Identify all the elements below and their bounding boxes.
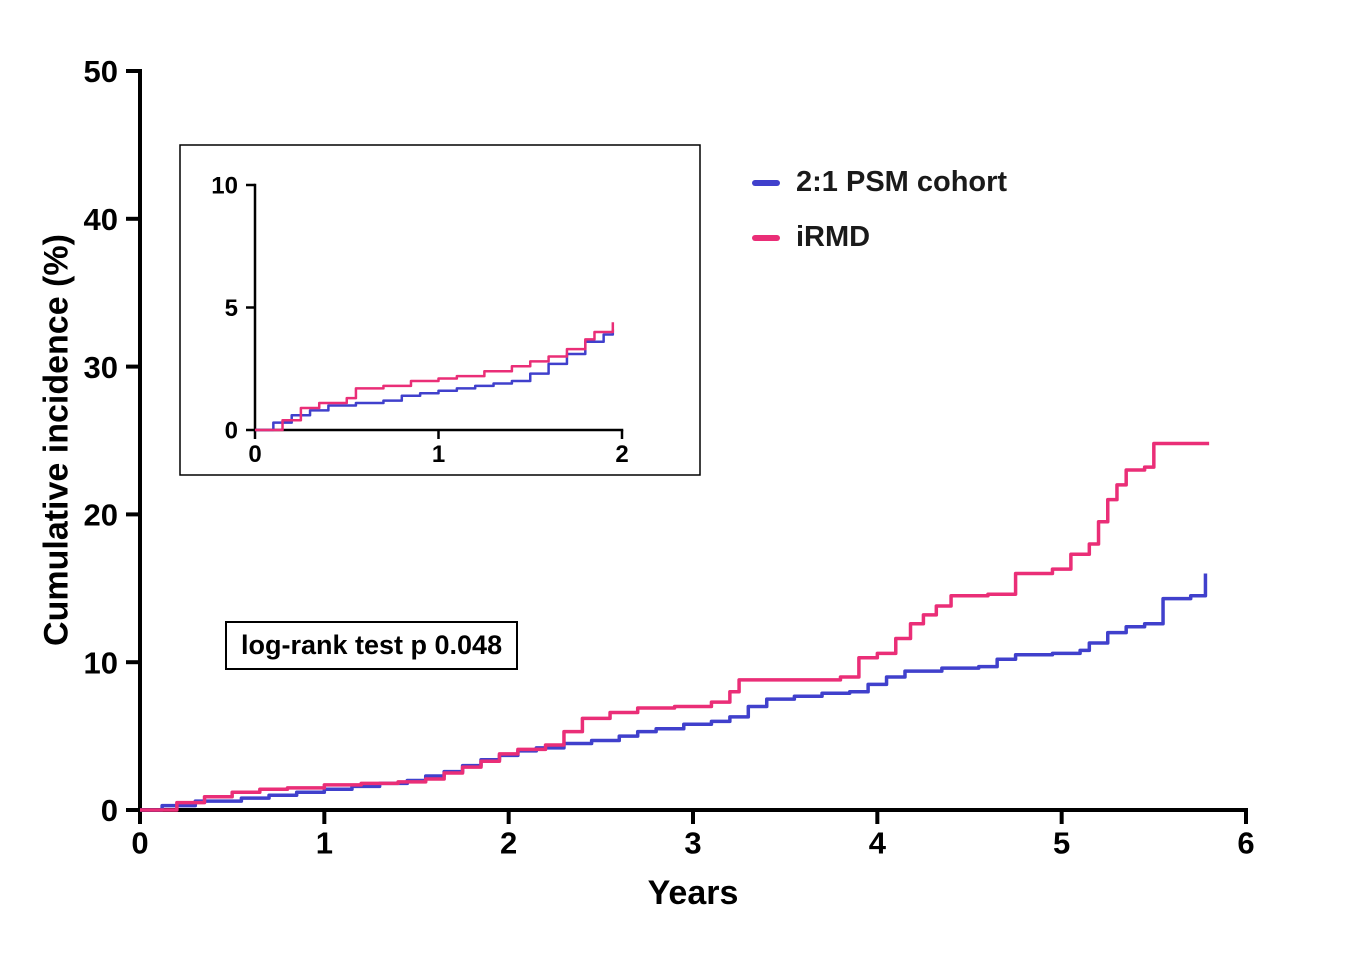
inset-y-tick-label: 0: [225, 418, 238, 445]
x-axis-title: Years: [647, 874, 739, 912]
main-axes: [138, 69, 1248, 812]
series-irmd-line: [140, 441, 1210, 812]
inset-series-irmd-line: [255, 322, 615, 432]
main-x-tick-label: 5: [1053, 825, 1070, 860]
y-axis-title: Cumulative incidence (%): [37, 234, 76, 646]
main-y-tick-label: 0: [101, 793, 118, 828]
inset-x-tick-label: 2: [615, 441, 628, 468]
main-y-tick-label: 20: [84, 498, 118, 533]
main-x-tick-label: 3: [684, 825, 701, 860]
irmd-line-swatch-icon: [752, 234, 780, 241]
inset-y-tick-label: 5: [225, 295, 238, 322]
legend-item-irmd: iRMD: [752, 221, 1007, 254]
inset-x-tick-label: 0: [248, 441, 261, 468]
main-x-tick-label: 6: [1237, 825, 1254, 860]
legend-label-irmd: iRMD: [796, 221, 871, 253]
main-x-tick-label: 4: [869, 825, 887, 860]
inset-x-tick-label: 1: [432, 441, 445, 468]
main-y-tick-label: 30: [84, 350, 118, 385]
psm-line-swatch-icon: [752, 179, 780, 186]
log-rank-annotation-box: log-rank test p 0.048: [225, 621, 519, 670]
main-x-tick-label: 2: [500, 825, 517, 860]
main-y-tick-label: 10: [84, 645, 118, 680]
inset-border: [179, 144, 701, 476]
legend-label-psm: 2:1 PSM cohort: [796, 166, 1008, 198]
series-psm-line: [140, 573, 1208, 812]
inset-y-tick-label: 10: [211, 173, 238, 200]
legend: 2:1 PSM cohort iRMD: [752, 166, 1007, 254]
main-y-tick-label: 50: [84, 54, 118, 89]
main-x-tick-label: 0: [131, 825, 148, 860]
main-y-tick-label: 40: [84, 202, 118, 237]
legend-item-psm: 2:1 PSM cohort: [752, 166, 1007, 199]
main-x-tick-label: 1: [316, 825, 333, 860]
